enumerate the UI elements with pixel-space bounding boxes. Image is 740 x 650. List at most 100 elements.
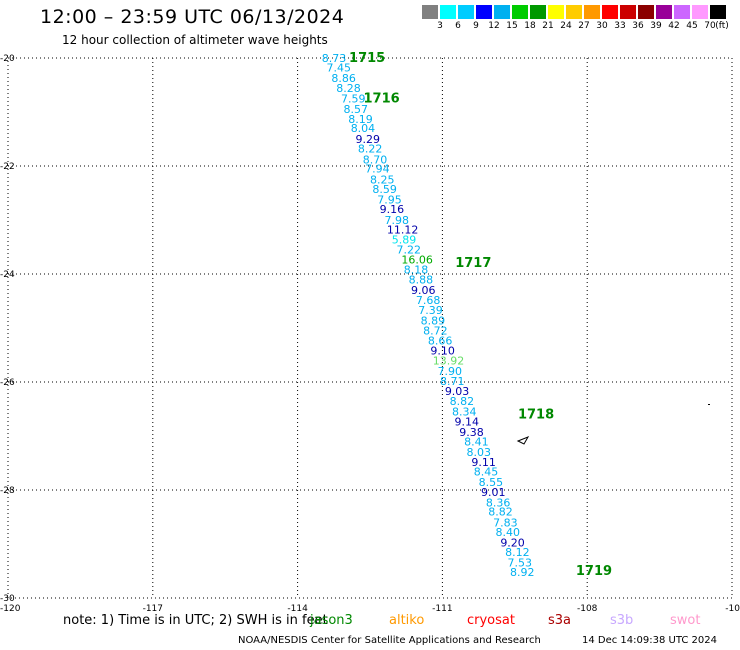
legend-label: 15 <box>506 21 518 31</box>
legend-swatch <box>692 5 708 19</box>
legend-swatch <box>656 5 672 19</box>
wave-height-value: 8.82 <box>450 395 475 408</box>
wave-height-value: 7.53 <box>508 556 533 569</box>
wave-height-value: 7.83 <box>493 516 517 529</box>
wave-height-value: 9.01 <box>481 486 506 499</box>
legend-swatch <box>548 5 564 19</box>
wave-height-value: 8.36 <box>486 496 511 509</box>
lat-tick-label: -28 <box>0 486 15 496</box>
wave-height-value: 13.92 <box>433 354 465 367</box>
wave-height-value: 8.88 <box>409 273 434 286</box>
wave-height-value: 8.82 <box>488 506 512 519</box>
wave-height-value: 7.98 <box>384 214 409 227</box>
legend-swatch <box>710 5 726 19</box>
wave-height-value: 8.59 <box>372 183 397 196</box>
wave-height-value: 7.94 <box>365 163 390 176</box>
wave-height-value: 9.38 <box>459 426 484 439</box>
legend-swatch <box>512 5 528 19</box>
time-marker: 1716 <box>364 92 400 107</box>
wave-height-value: 8.28 <box>336 82 361 95</box>
wave-height-value: 9.29 <box>356 133 381 146</box>
page-title: 12:00 – 23:59 UTC 06/13/2024 <box>40 6 345 28</box>
wave-height-value: 11.12 <box>387 224 419 237</box>
time-markers: 1715 1716 1717 1718 1719 <box>349 51 612 579</box>
wave-height-value: 7.39 <box>418 304 443 317</box>
lat-tick-label: -20 <box>0 54 15 64</box>
wave-height-value: 8.89 <box>421 314 446 327</box>
wave-height-value: 8.41 <box>464 435 489 448</box>
wave-height-value: 7.59 <box>341 93 366 106</box>
altimeter-track: 8.737.458.868.287.598.578.198.049.298.22… <box>322 52 535 579</box>
wave-height-value: 8.66 <box>428 334 453 347</box>
units-note: note: 1) Time is in UTC; 2) SWH is in fe… <box>63 613 328 628</box>
legend-swatch <box>602 5 618 19</box>
wave-height-value: 8.04 <box>351 122 376 135</box>
legend-label: 18 <box>524 21 536 31</box>
legend-label: 30 <box>596 21 608 31</box>
legend-label: 36 <box>632 21 644 31</box>
wave-height-value: 7.68 <box>416 294 441 307</box>
satellite-name: swot <box>670 613 701 628</box>
island-outline <box>516 436 530 445</box>
legend-label: 45 <box>686 21 698 31</box>
lat-tick-label: -30 <box>0 594 15 604</box>
wave-height-value: 8.18 <box>404 264 429 277</box>
satellite-name: altiko <box>389 613 425 628</box>
satellite-name: jason3 <box>310 613 353 628</box>
axis-labels: -20 -22 -24 -26 -28 -30-120 -117 -114 -111 -108 -1… <box>0 54 740 614</box>
legend-label: 70 <box>704 21 716 31</box>
legend-unit: (ft) <box>715 21 729 31</box>
map-grid <box>7 57 733 599</box>
wave-height-value: 8.19 <box>348 113 373 126</box>
lat-tick-label: -24 <box>0 270 15 280</box>
legend-swatch <box>440 5 456 19</box>
wave-height-value: 8.34 <box>452 406 477 419</box>
legend-label: 3 <box>437 21 443 31</box>
wave-height-value: 7.95 <box>377 193 402 206</box>
time-marker: 1717 <box>455 256 491 271</box>
legend-label: 42 <box>668 21 680 31</box>
legend-label: 12 <box>488 21 500 31</box>
legend-swatch <box>494 5 510 19</box>
satellite-name: s3b <box>610 613 634 628</box>
wave-height-value: 8.03 <box>467 446 492 459</box>
wave-height-value: 9.14 <box>454 415 479 428</box>
wave-height-value: 8.70 <box>363 154 388 167</box>
legend-label: 39 <box>650 21 662 31</box>
lon-tick-label: -120 <box>0 604 21 614</box>
map-features <box>516 404 710 445</box>
wave-height-value: 8.45 <box>474 466 499 479</box>
lon-tick-label: -10 <box>725 604 740 614</box>
legend-swatch <box>530 5 546 19</box>
satellite-name: s3a <box>548 613 572 628</box>
wave-height-value: 8.73 <box>322 52 347 65</box>
footer-credit: NOAA/NESDIS Center for Satellite Applica… <box>238 635 541 646</box>
legend-swatch <box>422 5 438 19</box>
legend-swatch <box>638 5 654 19</box>
wave-height-value: 8.57 <box>343 103 368 116</box>
wave-height-value: 8.25 <box>370 174 395 187</box>
wave-height-value: 9.16 <box>380 203 405 216</box>
legend-swatch <box>476 5 492 19</box>
legend-swatch <box>458 5 474 19</box>
legend-swatch <box>674 5 690 19</box>
wave-height-value: 8.86 <box>331 72 356 85</box>
time-marker: 1715 <box>349 51 385 66</box>
legend-swatch <box>584 5 600 19</box>
wave-height-value: 5.89 <box>392 233 417 246</box>
legend-label: 33 <box>614 21 626 31</box>
wave-height-value: 8.40 <box>495 526 520 539</box>
legend-label: 6 <box>455 21 461 31</box>
wave-height-value: 7.90 <box>438 365 463 378</box>
lon-tick-label: -108 <box>577 604 598 614</box>
time-marker: 1719 <box>576 564 612 579</box>
lat-tick-label: -26 <box>0 378 15 388</box>
wave-height-value: 7.22 <box>397 244 422 257</box>
lon-tick-label: -117 <box>143 604 163 614</box>
lon-tick-label: -111 <box>432 604 452 614</box>
wave-height-value: 8.71 <box>440 375 465 388</box>
wave-height-value: 8.55 <box>479 476 504 489</box>
legend-label: 9 <box>473 21 479 31</box>
wave-height-value: 9.03 <box>445 385 470 398</box>
